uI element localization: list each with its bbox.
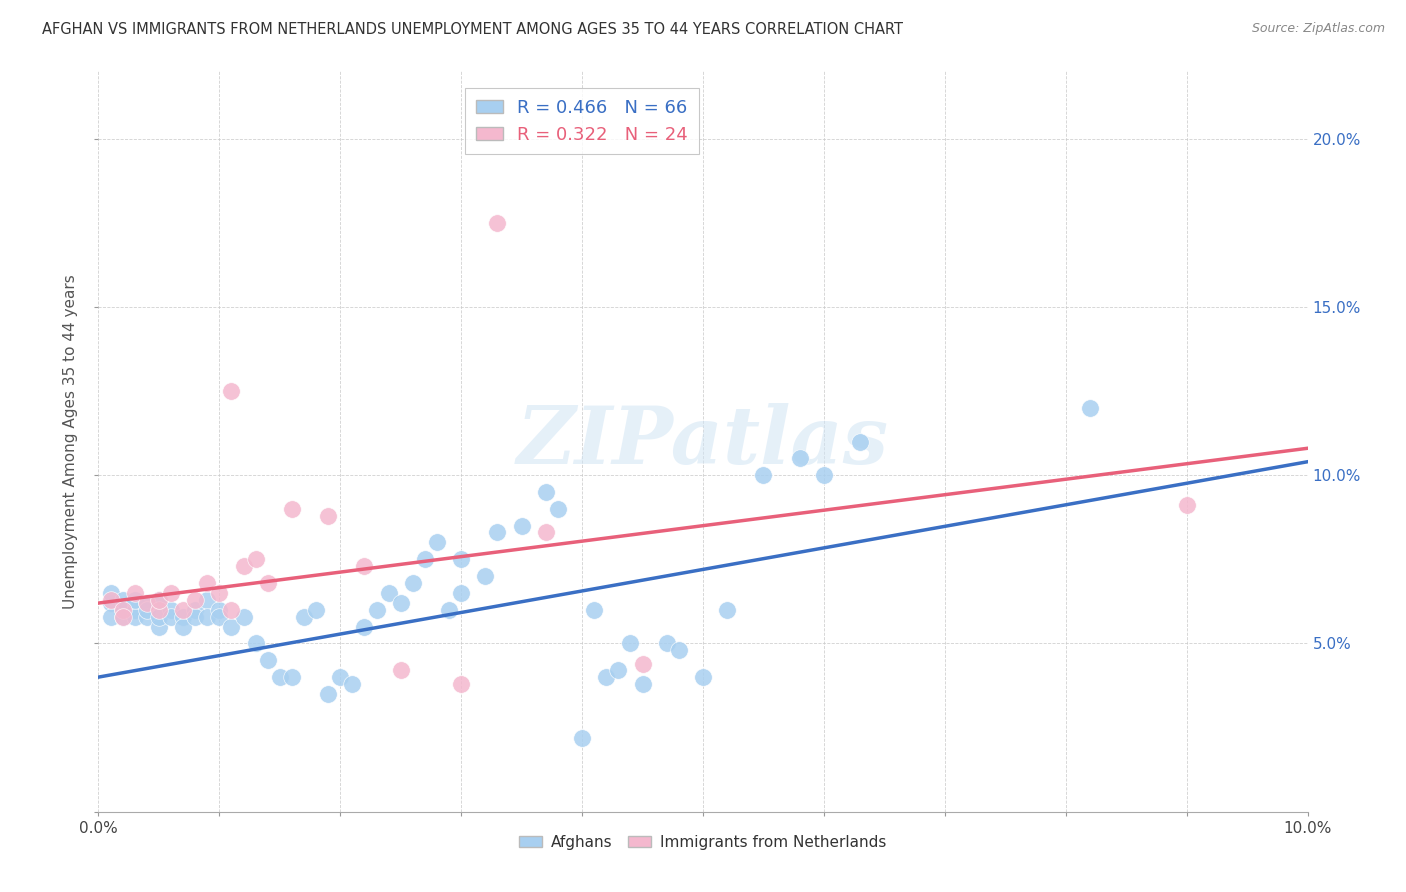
Point: [547, 501, 569, 516]
Point: [1078, 401, 1101, 415]
Point: [148, 592, 170, 607]
Point: [269, 670, 291, 684]
Point: [232, 609, 254, 624]
Point: [583, 603, 606, 617]
Point: [160, 603, 183, 617]
Point: [111, 609, 134, 624]
Point: [111, 609, 134, 624]
Point: [100, 609, 122, 624]
Point: [100, 592, 122, 607]
Point: [619, 636, 641, 650]
Point: [256, 653, 278, 667]
Point: [692, 670, 714, 684]
Point: [752, 468, 775, 483]
Point: [221, 603, 243, 617]
Point: [437, 603, 460, 617]
Point: [160, 586, 183, 600]
Text: Source: ZipAtlas.com: Source: ZipAtlas.com: [1251, 22, 1385, 36]
Point: [389, 596, 412, 610]
Point: [510, 518, 533, 533]
Point: [221, 384, 243, 398]
Point: [124, 603, 146, 617]
Point: [281, 501, 304, 516]
Point: [305, 603, 328, 617]
Point: [195, 609, 218, 624]
Point: [450, 586, 472, 600]
Point: [135, 596, 157, 610]
Point: [135, 603, 157, 617]
Point: [849, 434, 872, 449]
Point: [100, 586, 122, 600]
Point: [655, 636, 678, 650]
Point: [534, 525, 557, 540]
Point: [148, 592, 170, 607]
Point: [172, 603, 194, 617]
Point: [172, 609, 194, 624]
Point: [172, 619, 194, 633]
Point: [716, 603, 738, 617]
Point: [389, 664, 412, 678]
Point: [281, 670, 304, 684]
Point: [426, 535, 449, 549]
Point: [195, 592, 218, 607]
Point: [184, 592, 207, 607]
Point: [184, 603, 207, 617]
Point: [148, 609, 170, 624]
Point: [789, 451, 811, 466]
Point: [160, 609, 183, 624]
Text: AFGHAN VS IMMIGRANTS FROM NETHERLANDS UNEMPLOYMENT AMONG AGES 35 TO 44 YEARS COR: AFGHAN VS IMMIGRANTS FROM NETHERLANDS UN…: [42, 22, 903, 37]
Point: [450, 677, 472, 691]
Point: [534, 485, 557, 500]
Point: [111, 603, 134, 617]
Point: [135, 596, 157, 610]
Point: [245, 636, 267, 650]
Point: [571, 731, 593, 745]
Point: [813, 468, 835, 483]
Point: [607, 664, 630, 678]
Point: [486, 216, 509, 230]
Point: [256, 575, 278, 590]
Point: [474, 569, 496, 583]
Point: [221, 619, 243, 633]
Point: [342, 677, 364, 691]
Point: [292, 609, 315, 624]
Point: [631, 677, 654, 691]
Point: [668, 643, 690, 657]
Point: [111, 592, 134, 607]
Point: [366, 603, 388, 617]
Point: [148, 619, 170, 633]
Point: [135, 609, 157, 624]
Point: [124, 609, 146, 624]
Point: [208, 609, 231, 624]
Point: [595, 670, 617, 684]
Point: [1175, 499, 1198, 513]
Point: [195, 575, 218, 590]
Point: [413, 552, 436, 566]
Point: [486, 525, 509, 540]
Text: ZIPatlas: ZIPatlas: [517, 403, 889, 480]
Point: [148, 603, 170, 617]
Y-axis label: Unemployment Among Ages 35 to 44 years: Unemployment Among Ages 35 to 44 years: [63, 274, 79, 609]
Point: [316, 687, 339, 701]
Point: [100, 596, 122, 610]
Point: [124, 586, 146, 600]
Point: [245, 552, 267, 566]
Point: [329, 670, 352, 684]
Point: [631, 657, 654, 671]
Point: [450, 552, 472, 566]
Point: [377, 586, 399, 600]
Point: [124, 592, 146, 607]
Point: [353, 619, 375, 633]
Legend: Afghans, Immigrants from Netherlands: Afghans, Immigrants from Netherlands: [513, 829, 893, 856]
Point: [111, 603, 134, 617]
Point: [208, 603, 231, 617]
Point: [232, 559, 254, 574]
Point: [316, 508, 339, 523]
Point: [184, 609, 207, 624]
Point: [353, 559, 375, 574]
Point: [208, 586, 231, 600]
Point: [402, 575, 425, 590]
